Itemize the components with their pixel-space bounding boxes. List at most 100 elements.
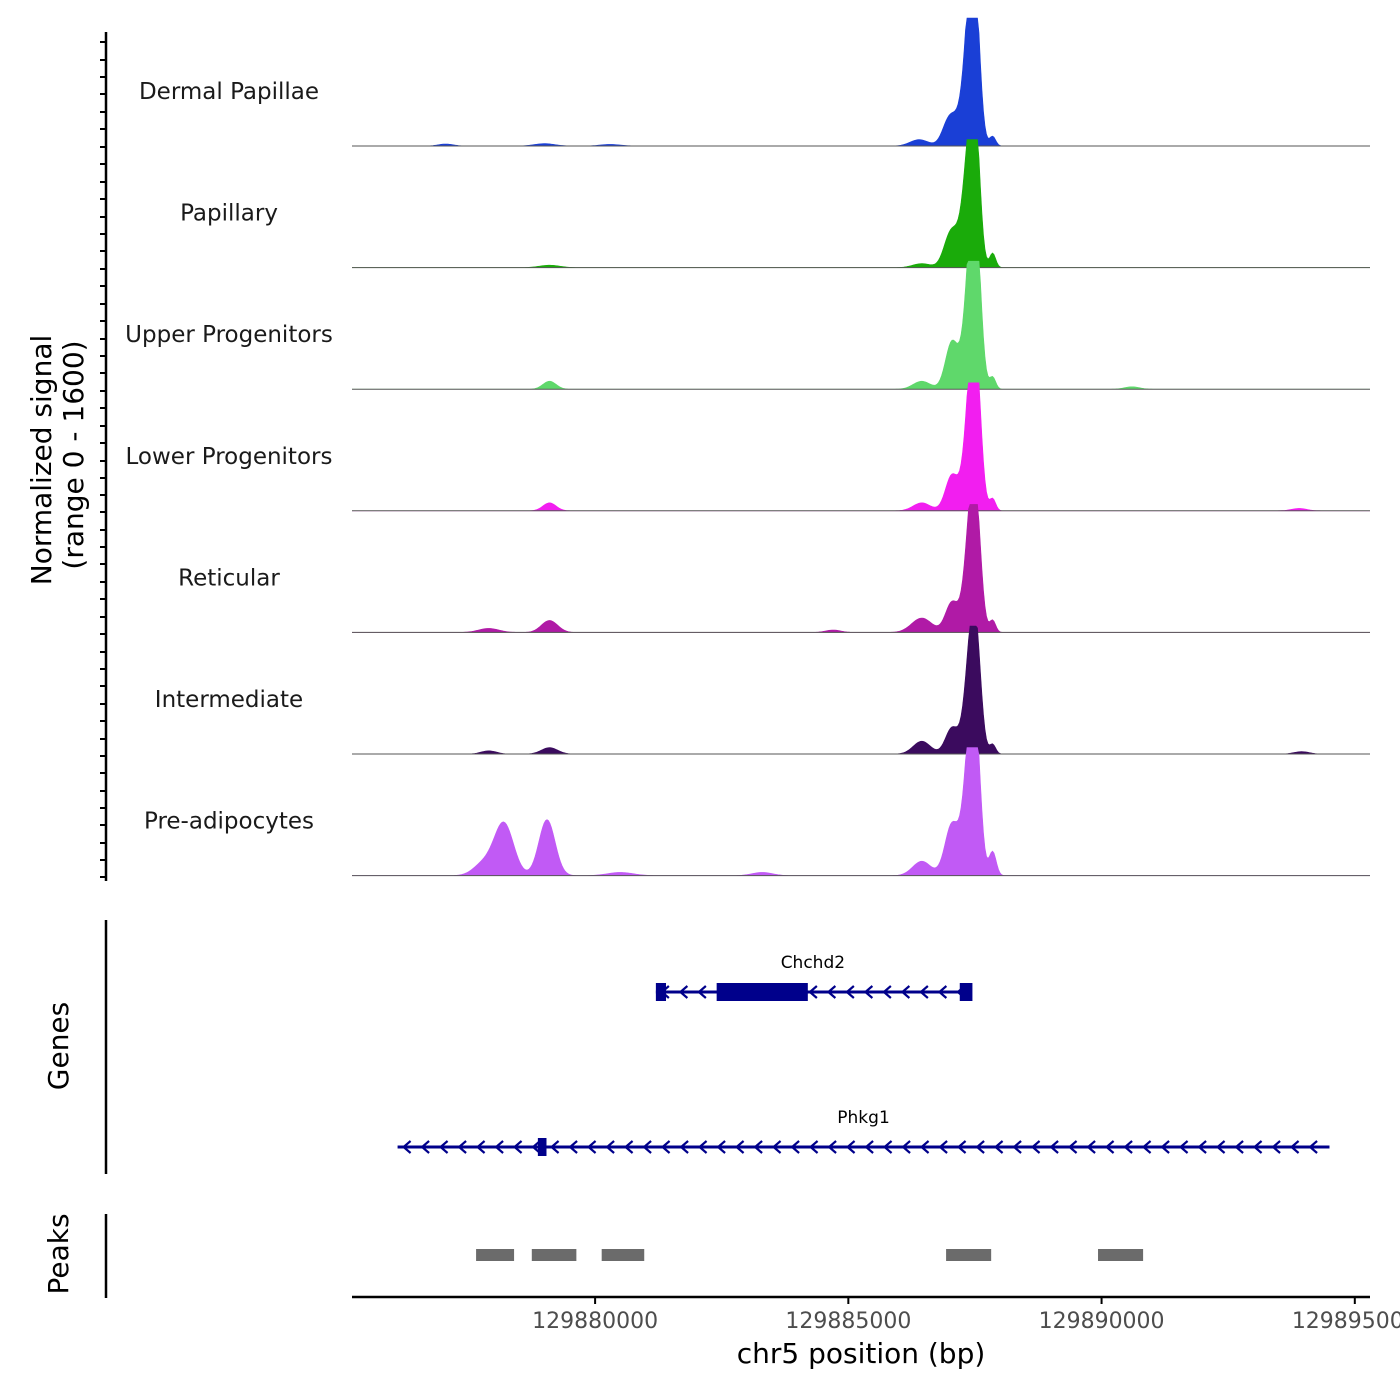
strand-arrow [586, 1140, 597, 1154]
strand-arrow [753, 1140, 763, 1154]
strand-arrow [697, 985, 707, 999]
coverage-area [352, 504, 1370, 633]
track-papillary: Papillary [180, 139, 1370, 269]
strand-arrow [1123, 1140, 1133, 1154]
strand-arrow [1086, 1140, 1096, 1154]
x-tick-label: 129895000 [1292, 1309, 1400, 1334]
x-axis-title: chr5 position (bp) [737, 1337, 986, 1370]
strand-arrow [900, 985, 911, 999]
peak-region [1098, 1249, 1144, 1261]
gene-annotations: Chchd2 Phkg1 [397, 953, 1330, 1156]
coverage-area [352, 139, 1370, 268]
peak-region [601, 1249, 645, 1261]
strand-arrow [1308, 1140, 1318, 1154]
gene-phkg1: Phkg1 [397, 1108, 1330, 1156]
track-lower-progenitors: Lower Progenitors [126, 382, 1370, 512]
peaks-panel-title: Peaks [42, 1213, 75, 1294]
track-reticular: Reticular [178, 504, 1370, 633]
track-dermal-papillae: Dermal Papillae [139, 17, 1370, 147]
strand-arrow [1215, 1140, 1226, 1154]
strand-arrow [975, 1140, 985, 1154]
strand-arrow [642, 1140, 652, 1154]
strand-arrow [1197, 1140, 1207, 1154]
x-tick-label: 129890000 [1039, 1309, 1165, 1334]
strand-arrow [1012, 1140, 1022, 1154]
coverage-area [352, 747, 1370, 876]
strand-arrow [475, 1140, 486, 1154]
genes-panel-title: Genes [42, 1002, 75, 1090]
y-axis-range: (range 0 - 1600) [57, 340, 90, 569]
exon-block [716, 983, 808, 1001]
strand-arrow [734, 1140, 745, 1154]
coverage-area [352, 260, 1370, 390]
coverage-tracks: Dermal Papillae Papillary Upper Progenitor… [125, 17, 1370, 877]
exon-block [959, 983, 973, 1001]
strand-arrow [826, 985, 837, 999]
track-label: Upper Progenitors [125, 322, 333, 348]
strand-arrow [937, 985, 948, 999]
strand-arrow [827, 1140, 837, 1154]
strand-arrow [919, 985, 929, 999]
track-label: Papillary [180, 201, 278, 227]
strand-arrow [938, 1140, 948, 1154]
coverage-area [352, 625, 1370, 755]
x-axis-ticks: 129880000 129885000 129890000 129895000 [532, 1297, 1400, 1334]
strand-arrow [882, 1140, 893, 1154]
strand-arrow [845, 985, 855, 999]
strand-arrow [845, 1140, 856, 1154]
signal-y-ticks [100, 41, 106, 878]
track-intermediate: Intermediate [155, 625, 1370, 755]
strand-arrow [864, 1140, 874, 1154]
track-label: Intermediate [155, 687, 303, 713]
strand-arrow [623, 1140, 634, 1154]
track-pre-adipocytes: Pre-adipocytes [144, 747, 1370, 877]
strand-arrow [1030, 1140, 1041, 1154]
strand-arrow [808, 1140, 819, 1154]
strand-arrow [457, 1140, 467, 1154]
coverage-area [352, 382, 1370, 512]
y-axis-title: Normalized signal [25, 335, 58, 586]
x-tick-label: 129880000 [532, 1309, 658, 1334]
strand-arrow [993, 1140, 1004, 1154]
strand-arrow [1049, 1140, 1059, 1154]
strand-arrow [494, 1140, 504, 1154]
peak-regions [476, 1249, 1144, 1261]
gene-label: Chchd2 [781, 953, 845, 973]
strand-arrow [919, 1140, 930, 1154]
strand-arrow [882, 985, 892, 999]
exon-block [537, 1138, 547, 1156]
strand-arrow [605, 1140, 615, 1154]
strand-arrow [678, 985, 689, 999]
strand-arrow [1160, 1140, 1170, 1154]
strand-arrow [863, 985, 874, 999]
strand-arrow [790, 1140, 800, 1154]
strand-arrow [512, 1140, 523, 1154]
strand-arrow [716, 1140, 726, 1154]
peak-region [946, 1249, 992, 1261]
strand-arrow [808, 985, 818, 999]
strand-arrow [1104, 1140, 1115, 1154]
track-upper-progenitors: Upper Progenitors [125, 260, 1370, 390]
track-label: Dermal Papillae [139, 79, 319, 105]
strand-arrow [401, 1140, 412, 1154]
strand-arrow [660, 1140, 671, 1154]
strand-arrow [697, 1140, 708, 1154]
peak-region [476, 1249, 515, 1261]
strand-arrow [549, 1140, 560, 1154]
strand-arrow [438, 1140, 449, 1154]
track-label: Lower Progenitors [126, 444, 333, 470]
strand-arrow [1234, 1140, 1244, 1154]
strand-arrow [420, 1140, 430, 1154]
peak-region [531, 1249, 577, 1261]
track-label: Pre-adipocytes [144, 809, 314, 835]
strand-arrow [1289, 1140, 1300, 1154]
strand-arrow [531, 1140, 541, 1154]
strand-arrow [568, 1140, 578, 1154]
strand-arrow [1271, 1140, 1281, 1154]
gene-chchd2: Chchd2 [655, 953, 973, 1001]
track-label: Reticular [178, 565, 280, 591]
strand-arrow [956, 1140, 967, 1154]
strand-arrow [1178, 1140, 1189, 1154]
strand-arrow [1141, 1140, 1152, 1154]
exon-block [655, 983, 667, 1001]
